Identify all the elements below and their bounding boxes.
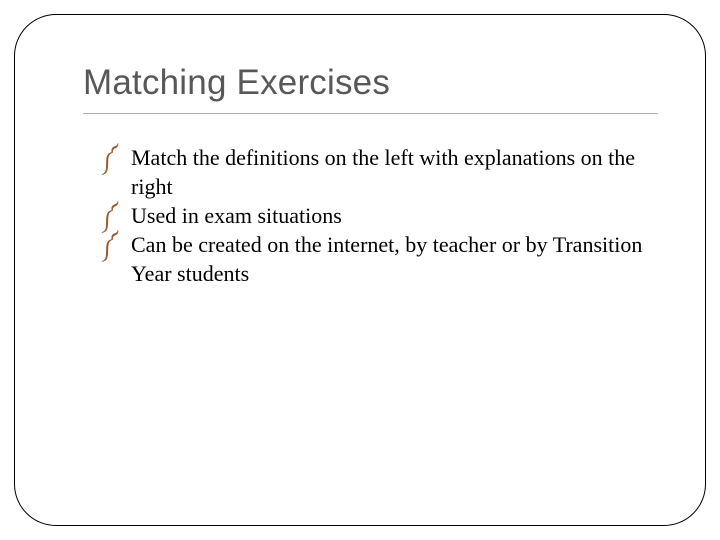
slide-body: ༼ Match the definitions on the left with… xyxy=(101,143,661,288)
list-item-text: Used in exam situations xyxy=(131,203,342,228)
bullet-icon: ༼ xyxy=(101,145,118,173)
list-item: ༼ Match the definitions on the left with… xyxy=(101,143,661,201)
list-item-text: Can be created on the internet, by teach… xyxy=(131,232,642,286)
list-item: ༼ Used in exam situations xyxy=(101,201,661,230)
bullet-icon: ༼ xyxy=(101,232,118,260)
list-item-text: Match the definitions on the left with e… xyxy=(131,145,635,199)
title-underline xyxy=(83,113,658,114)
list-item: ༼ Can be created on the internet, by tea… xyxy=(101,230,661,288)
bullet-icon: ༼ xyxy=(101,203,118,231)
slide-frame: Matching Exercises ༼ Match the definitio… xyxy=(14,14,706,526)
slide-title: Matching Exercises xyxy=(83,63,390,103)
